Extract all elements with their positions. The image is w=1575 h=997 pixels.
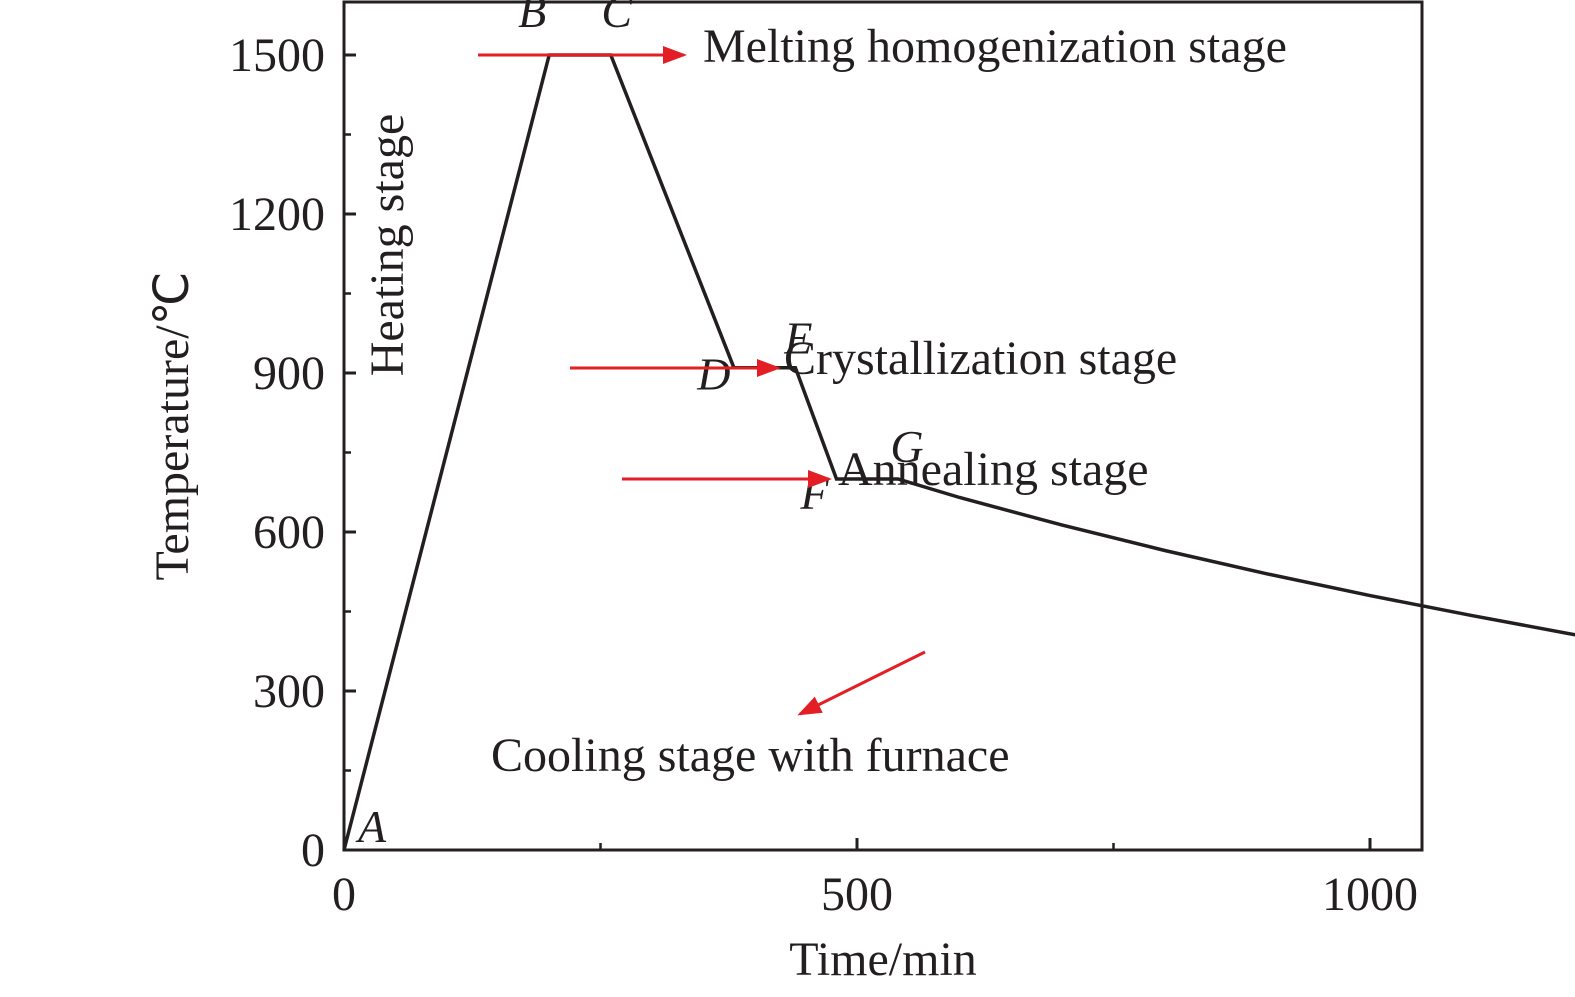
x-axis-title: Time/min bbox=[789, 933, 977, 986]
melting-stage-label: Melting homogenization stage bbox=[703, 20, 1287, 73]
point-label-c: C bbox=[601, 0, 633, 37]
plot-frame bbox=[342, 0, 1424, 852]
y-tick-label: 300 bbox=[253, 665, 325, 718]
x-tick-label: 500 bbox=[821, 868, 893, 921]
point-label-f: F bbox=[799, 468, 829, 519]
point-label-b: B bbox=[518, 0, 546, 37]
crystallization-stage-label: Crystallization stage bbox=[784, 332, 1177, 385]
x-tick-label: 0 bbox=[332, 868, 356, 921]
annealing-stage-label: Annealing stage bbox=[838, 443, 1149, 496]
y-tick-label: 900 bbox=[253, 347, 325, 400]
y-tick-label: 1200 bbox=[229, 188, 325, 241]
cooling-stage-arrow bbox=[797, 650, 926, 716]
y-tick-label: 0 bbox=[301, 824, 325, 877]
heating-stage-label: Heating stage bbox=[361, 114, 414, 377]
y-tick-labels: 0 300 600 900 1200 1500 bbox=[229, 29, 325, 877]
y-tick-label: 600 bbox=[253, 506, 325, 559]
point-label-e: E bbox=[783, 313, 812, 364]
y-axis-title: Temperature/℃ bbox=[146, 271, 199, 580]
x-tick-labels: 0500100015002000 bbox=[332, 868, 1418, 921]
point-label-a: A bbox=[355, 801, 387, 852]
point-label-g: G bbox=[890, 421, 923, 472]
y-tick-label: 1500 bbox=[229, 29, 325, 82]
cooling-stage-label: Cooling stage with furnace bbox=[491, 729, 1010, 782]
point-label-d: D bbox=[696, 349, 730, 400]
x-tick-label: 1000 bbox=[1322, 868, 1418, 921]
tick-marks bbox=[342, 53, 1372, 852]
